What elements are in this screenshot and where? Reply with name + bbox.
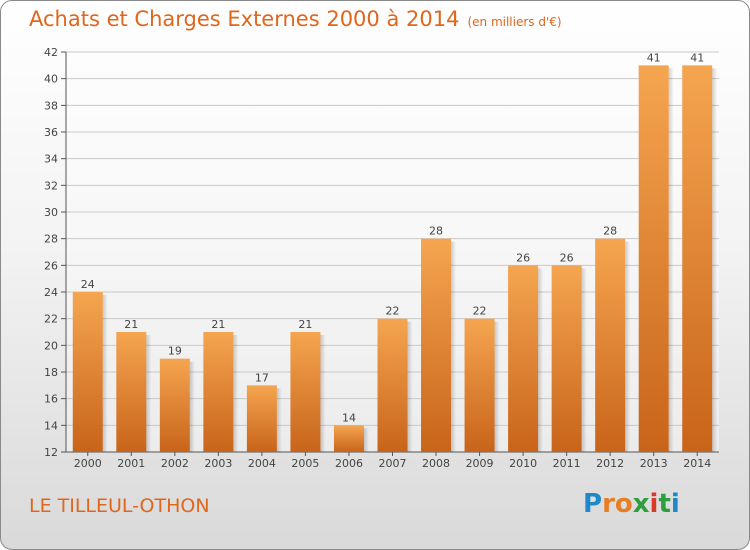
data-label: 24 [81,278,95,291]
bar-shadow [494,321,500,452]
y-tick-label: 36 [44,126,58,139]
x-tick-label: 2010 [509,457,537,470]
bar [72,292,103,452]
y-tick-label: 12 [44,446,58,459]
y-tick-label: 32 [44,179,58,192]
bar-shadow [538,268,544,452]
data-label: 22 [386,305,400,318]
y-tick-label: 22 [44,313,58,326]
x-tick-label: 2013 [640,457,668,470]
x-tick-label: 2005 [291,457,319,470]
data-label: 41 [690,51,704,64]
bar [508,265,539,452]
data-label: 21 [298,318,312,331]
y-tick-label: 26 [44,259,58,272]
bar-shadow [363,428,369,452]
x-tick-label: 2002 [161,457,189,470]
bar [159,358,190,452]
bar-shadow [668,68,674,452]
logo-letter: o [614,489,633,519]
bar [682,65,713,452]
data-label: 21 [211,318,225,331]
bar-shadow [712,68,718,452]
bar [203,332,234,452]
bar-shadow [625,241,631,452]
bar [421,238,452,452]
logo-letter: x [632,489,650,519]
x-tick-label: 2000 [74,457,102,470]
bar [246,385,277,452]
bar-shadow [276,388,282,452]
y-tick-label: 40 [44,73,58,86]
bar [638,65,669,452]
bar-shadow [102,295,108,452]
y-tick-label: 20 [44,339,58,352]
data-label: 22 [473,305,487,318]
data-label: 26 [516,251,530,264]
x-tick-label: 2006 [335,457,363,470]
bar [290,332,321,452]
bar [595,238,626,452]
bar [333,425,364,452]
x-tick-label: 2011 [553,457,581,470]
logo-letter: t [658,489,671,519]
logo-letter: r [602,489,615,519]
logo-letter: i [649,489,659,519]
data-label: 28 [603,225,617,238]
y-tick-label: 16 [44,393,58,406]
x-tick-label: 2014 [683,457,711,470]
y-tick-label: 42 [44,46,58,59]
y-tick-label: 24 [44,286,58,299]
proxiti-logo: Proxiti [583,489,680,519]
logo-letter: i [670,489,680,519]
x-tick-label: 2012 [596,457,624,470]
location-label: LE TILLEUL-OTHON [29,495,210,517]
data-label: 26 [560,251,574,264]
x-tick-label: 2004 [248,457,276,470]
x-tick-label: 2003 [204,457,232,470]
chart-title: Achats et Charges Externes 2000 à 2014 (e… [29,7,562,31]
bar-shadow [146,335,152,452]
y-tick-label: 14 [44,419,58,432]
y-tick-label: 30 [44,206,58,219]
logo-letter: P [583,489,603,519]
y-tick-label: 18 [44,366,58,379]
bar-shadow [189,361,195,452]
data-label: 21 [124,318,138,331]
x-tick-label: 2008 [422,457,450,470]
bar-shadow [451,241,457,452]
bar [551,265,582,452]
y-tick-label: 38 [44,99,58,112]
bar-shadow [320,335,326,452]
data-label: 17 [255,371,269,384]
bar [464,318,495,452]
chart-subtitle: (en milliers d'€) [467,15,562,29]
bar [116,332,147,452]
bar-shadow [581,268,587,452]
x-tick-label: 2001 [117,457,145,470]
x-tick-label: 2007 [379,457,407,470]
y-tick-label: 34 [44,153,58,166]
data-label: 19 [168,345,182,358]
data-label: 14 [342,411,356,424]
x-tick-label: 2009 [466,457,494,470]
y-tick-label: 28 [44,233,58,246]
data-label: 41 [647,51,661,64]
data-label: 28 [429,225,443,238]
bar-shadow [233,335,239,452]
bar-shadow [407,321,413,452]
bar [377,318,408,452]
